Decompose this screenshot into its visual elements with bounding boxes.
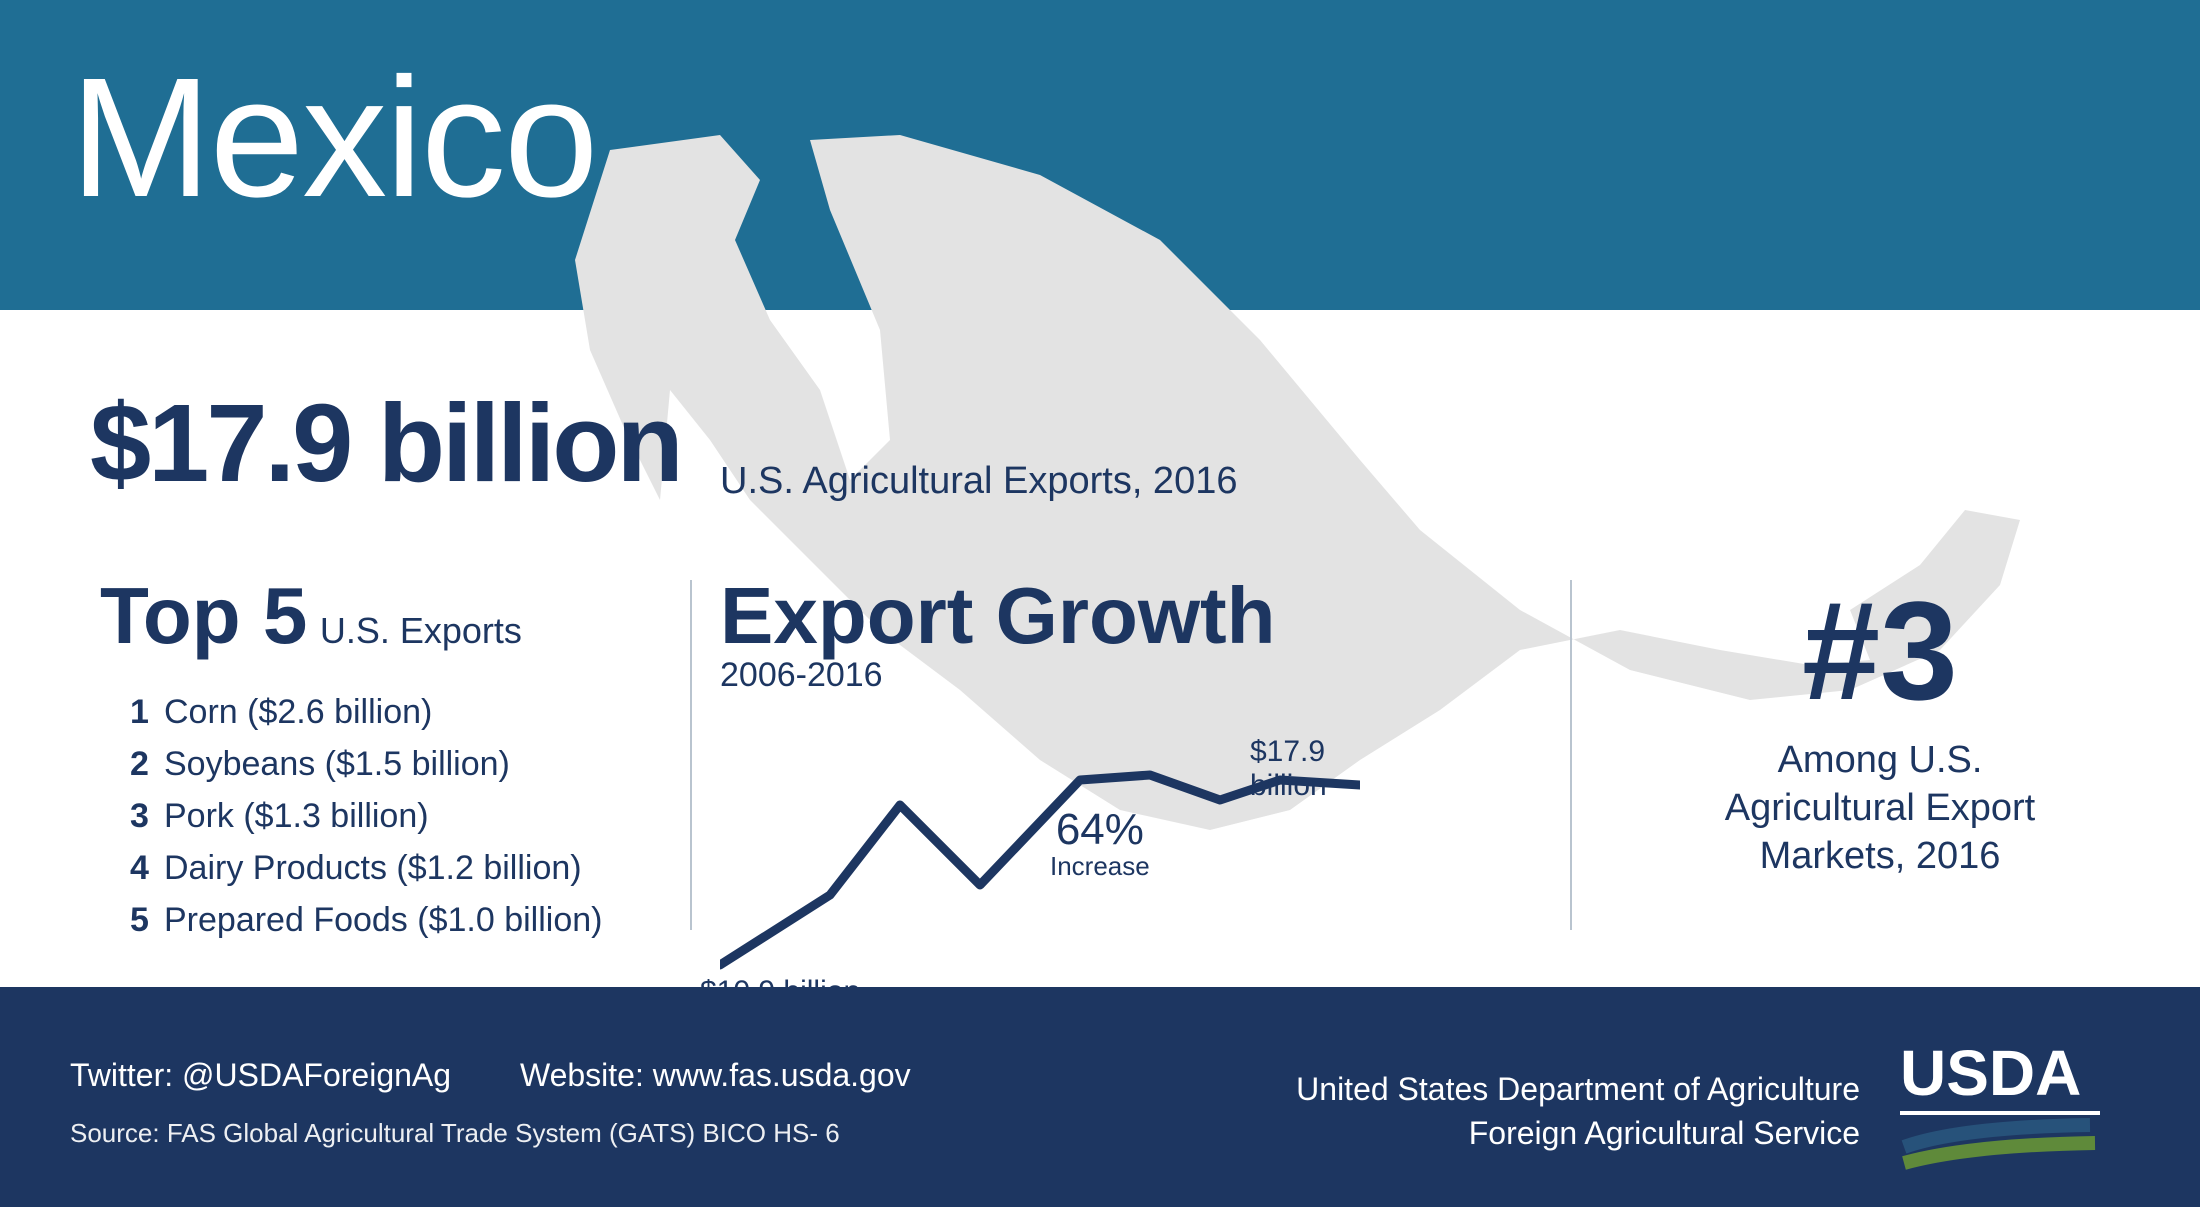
footer-left: Twitter: @USDAForeignAg Website: www.fas… bbox=[70, 1057, 911, 1149]
chart-end-label: $17.9 billion bbox=[1250, 735, 1360, 803]
divider bbox=[690, 580, 692, 930]
usda-logo-icon: USDA bbox=[1900, 1035, 2140, 1175]
divider bbox=[1570, 580, 1572, 930]
hero-value-text: $17.9 billion bbox=[90, 382, 681, 505]
usda-text: USDA bbox=[1900, 1037, 2081, 1109]
rank-text: Among U.S. Agricultural Export Markets, … bbox=[1660, 736, 2100, 880]
hero-subtitle: U.S. Agricultural Exports, 2016 bbox=[720, 460, 1237, 503]
hero-value: $17.9 billion bbox=[90, 380, 681, 507]
rank-section: #3 Among U.S. Agricultural Export Market… bbox=[1660, 570, 2100, 880]
list-item: 4Dairy Products ($1.2 billion) bbox=[130, 842, 660, 894]
list-item: 3Pork ($1.3 billion) bbox=[130, 790, 660, 842]
list-item: 5Prepared Foods ($1.0 billion) bbox=[130, 894, 660, 946]
growth-title: Export Growth bbox=[720, 570, 1276, 662]
growth-section: Export Growth 2006-2016 $10.9 billion $1… bbox=[720, 570, 1400, 1005]
country-title: Mexico bbox=[70, 40, 596, 236]
twitter-info: Twitter: @USDAForeignAg bbox=[70, 1057, 451, 1093]
chart-pct: 64% Increase bbox=[1050, 805, 1150, 882]
list-item: 1Corn ($2.6 billion) bbox=[130, 686, 660, 738]
source-text: Source: FAS Global Agricultural Trade Sy… bbox=[70, 1118, 911, 1149]
top5-list: 1Corn ($2.6 billion) 2Soybeans ($1.5 bil… bbox=[130, 686, 660, 946]
top5-subtitle: U.S. Exports bbox=[320, 610, 522, 651]
rank-number: #3 bbox=[1660, 570, 2100, 732]
growth-chart: $10.9 billion $17.9 billion 64% Increase bbox=[720, 725, 1360, 1005]
footer-org: United States Department of Agriculture … bbox=[1296, 1067, 1860, 1155]
footer-band: Twitter: @USDAForeignAg Website: www.fas… bbox=[0, 987, 2200, 1207]
top5-title: Top 5 bbox=[100, 570, 307, 662]
website-info: Website: www.fas.usda.gov bbox=[520, 1057, 911, 1093]
list-item: 2Soybeans ($1.5 billion) bbox=[130, 738, 660, 790]
top5-section: Top 5 U.S. Exports 1Corn ($2.6 billion) … bbox=[100, 570, 660, 946]
